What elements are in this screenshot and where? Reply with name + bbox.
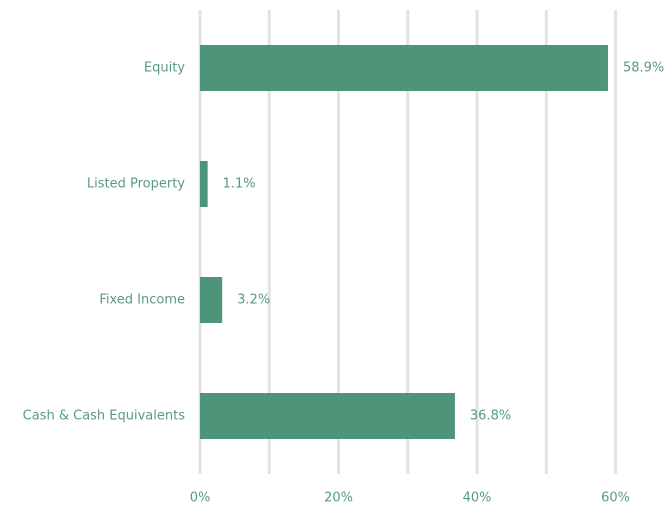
x-tick-label: 40%: [463, 491, 492, 505]
x-tick-label: 60%: [601, 491, 630, 505]
bar: [200, 393, 455, 439]
bar: [200, 45, 608, 91]
y-tick-label: Cash & Cash Equivalents: [23, 409, 186, 424]
x-tick-label: 0%: [190, 491, 211, 505]
bar: [200, 277, 223, 323]
x-tick-label: 20%: [324, 491, 353, 505]
value-label: 58.9%: [623, 61, 664, 76]
y-tick-label: Listed Property: [87, 177, 185, 192]
value-label: 3.2%: [237, 293, 270, 308]
value-label: 1.1%: [223, 177, 256, 192]
value-label: 36.8%: [470, 409, 511, 424]
y-tick-label: Fixed Income: [99, 293, 185, 308]
y-tick-label: Equity: [144, 61, 185, 76]
bar: [200, 161, 208, 207]
